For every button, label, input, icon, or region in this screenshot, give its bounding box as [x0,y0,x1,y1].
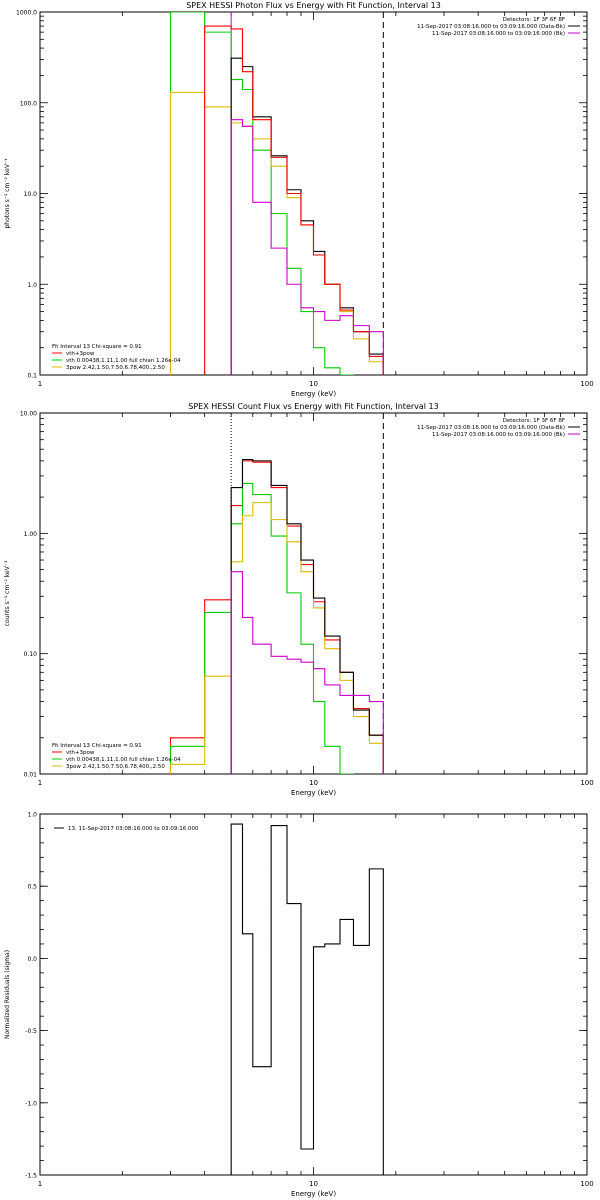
legend-entry: vth 0.00438,1.11,1.00 full chian 1.26e-0… [66,358,181,364]
y-tick-label: -1.5 [25,1173,37,1180]
data-layer [230,823,384,1175]
x-tick-label: 10 [309,1180,318,1188]
x-axis-label: Energy (keV) [291,1190,336,1198]
x-tick-label: 1 [38,1180,42,1188]
y-tick-label: 0.0 [27,956,37,963]
series-step-line-4 [204,25,384,375]
y-tick-label: 1000.0 [16,10,37,17]
series-step-line-3 [169,502,384,774]
y-tick-label: 0.5 [27,884,37,891]
y-axis-label: photons s⁻¹ cm⁻² keV⁻¹ [4,158,11,229]
y-tick-label: 100.0 [20,100,37,107]
y-tick-label: 0.01 [24,772,38,779]
y-axis-label: Normalized Residuals (sigma) [4,950,11,1039]
y-tick-label: 1.0 [27,812,37,819]
y-tick-label: 0.10 [24,651,38,658]
legend-entry: 13. 11-Sep-2017 03:08:16.000 to 03:09:16… [68,826,199,832]
legend-entry: vth+3pow [66,750,95,756]
data-layer [169,12,384,375]
legend-header: Fit Interval 13 Chi-square = 0.91 [52,344,142,350]
info-line: Detectors: 1F 3F 6F 8F [503,418,565,424]
series-step-line-2 [169,482,355,774]
x-tick-label: 100 [580,380,593,388]
series-step-line-1 [169,12,355,375]
y-tick-label: -0.5 [25,1028,37,1035]
x-tick-label: 100 [580,1180,593,1188]
y-axis-label: counts s⁻¹ cm⁻² keV⁻¹ [4,560,11,626]
data-layer [169,413,384,774]
y-tick-label: 0.1 [27,373,37,380]
series-step-line-5 [230,119,384,375]
chart-panel-1: SPEX HESSI Photon Flux vs Energy with Fi… [4,1,594,398]
x-tick-label: 1 [38,779,42,787]
series-step-line-2 [169,91,384,375]
series-step-line-1 [230,823,384,1175]
y-tick-label: 1.0 [27,282,37,289]
info-line: 11-Sep-2017 03:08:16.000 to 03:09:16.000… [432,31,565,37]
info-line: Detectors: 1F 3F 6F 8F [503,17,565,23]
chart-panel-2: SPEX HESSI Count Flux vs Energy with Fit… [4,402,594,797]
chart-title: SPEX HESSI Count Flux vs Energy with Fit… [188,402,439,411]
series-step-line-5 [230,571,384,774]
x-tick-label: 10 [309,779,318,787]
chart-title: SPEX HESSI Photon Flux vs Energy with Fi… [186,1,441,10]
x-tick-label: 100 [580,779,593,787]
legend-entry: 3pow 2.42,1.50,7.50,6.78,400.,2.50 [66,365,165,371]
info-line: 11-Sep-2017 03:08:16.000 to 03:09:16.000… [417,24,565,30]
series-step-line-1 [169,460,384,774]
y-tick-label: 10.0 [24,191,38,198]
y-tick-label: 1.00 [24,531,38,538]
series-step-line-4 [230,459,384,774]
x-axis-label: Energy (keV) [291,789,336,797]
info-line: 11-Sep-2017 03:08:16.000 to 03:09:16.000… [432,432,565,438]
legend-entry: 3pow 2.42,1.50,7.50,6.78,400.,2.50 [66,764,165,770]
info-line: 11-Sep-2017 03:08:16.000 to 03:09:16.000… [417,425,565,431]
x-tick-label: 10 [309,380,318,388]
y-tick-label: 10.00 [20,411,37,418]
series-step-line-3 [230,57,384,375]
legend-entry: vth+3pow [66,351,95,357]
x-tick-label: 1 [38,380,42,388]
x-axis-label: Energy (keV) [291,390,336,398]
chart-panel-3: 1 10 100 Energy (keV) -1.5 -1.0 -0.5 0.0 0.5 1.0 N… [4,812,594,1199]
legend-entry: vth 0.00438,1.11,1.00 full chian 1.26e-0… [66,757,181,763]
y-tick-label: -1.0 [25,1100,37,1107]
legend-header: Fit Interval 13 Chi-square = 0.91 [52,743,142,749]
